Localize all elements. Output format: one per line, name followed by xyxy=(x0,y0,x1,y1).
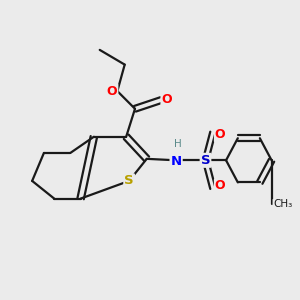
Text: O: O xyxy=(107,85,117,98)
Text: S: S xyxy=(201,154,210,167)
Text: CH₃: CH₃ xyxy=(273,200,292,209)
Text: H: H xyxy=(174,139,182,149)
Text: S: S xyxy=(124,174,134,188)
Text: N: N xyxy=(171,155,182,168)
Text: O: O xyxy=(161,93,172,106)
Text: O: O xyxy=(215,179,226,192)
Text: O: O xyxy=(215,128,226,141)
